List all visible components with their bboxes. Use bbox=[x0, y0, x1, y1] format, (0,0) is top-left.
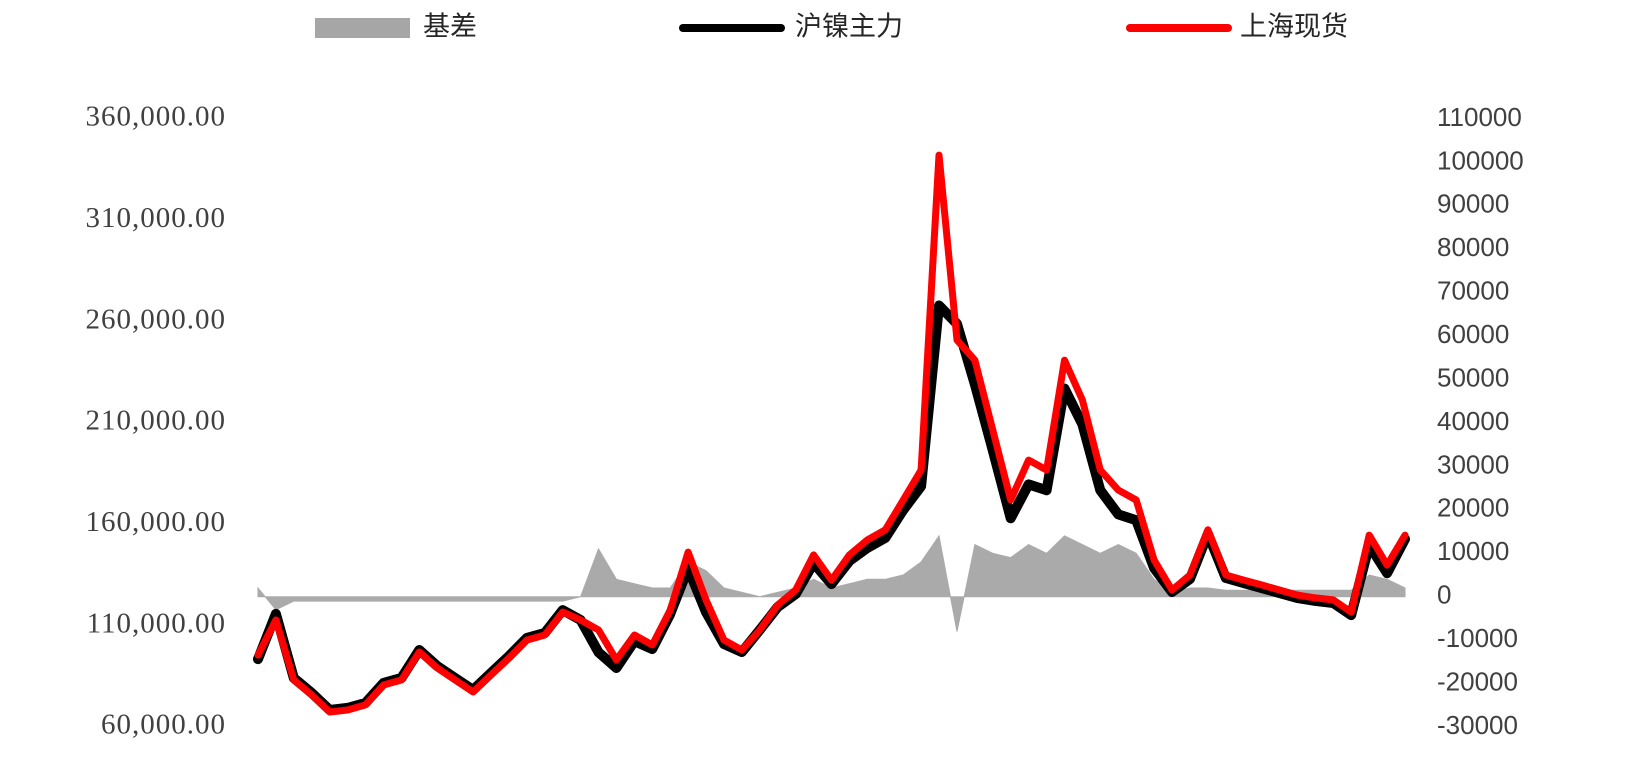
y-tick-label: 210,000.00 bbox=[86, 405, 227, 437]
y2-tick-label: 0 bbox=[1437, 580, 1451, 610]
y2-tick-label: 20000 bbox=[1437, 493, 1509, 523]
legend-label: 沪镍主力 bbox=[795, 12, 903, 43]
legend-swatch bbox=[315, 18, 410, 38]
y2-tick-label: -30000 bbox=[1437, 710, 1518, 740]
y2-tick-label: 90000 bbox=[1437, 189, 1509, 219]
legend-label: 上海现货 bbox=[1240, 12, 1348, 43]
y-tick-label: 60,000.00 bbox=[101, 709, 226, 741]
y-tick-label: 110,000.00 bbox=[87, 607, 226, 639]
y2-tick-label: 30000 bbox=[1437, 449, 1509, 479]
y2-tick-label: 110000 bbox=[1437, 102, 1522, 132]
y2-tick-label: -10000 bbox=[1437, 623, 1518, 653]
legend-label: 基差 bbox=[423, 12, 477, 43]
y2-tick-label: 10000 bbox=[1437, 536, 1509, 566]
y2-tick-label: -20000 bbox=[1437, 666, 1518, 696]
y2-tick-label: 80000 bbox=[1437, 232, 1509, 262]
line bbox=[253, 300, 1410, 715]
y-tick-label: 310,000.00 bbox=[86, 202, 227, 234]
y2-tick-label: 60000 bbox=[1437, 319, 1509, 349]
y-tick-label: 160,000.00 bbox=[86, 506, 227, 538]
line bbox=[254, 151, 1409, 716]
y2-tick-label: 40000 bbox=[1437, 406, 1509, 436]
y2-tick-label: 100000 bbox=[1437, 145, 1524, 175]
y-tick-label: 360,000.00 bbox=[86, 101, 227, 133]
y-tick-label: 260,000.00 bbox=[86, 303, 227, 335]
y2-tick-label: 70000 bbox=[1437, 276, 1509, 306]
y2-tick-label: 50000 bbox=[1437, 362, 1509, 392]
area bbox=[257, 534, 1406, 632]
